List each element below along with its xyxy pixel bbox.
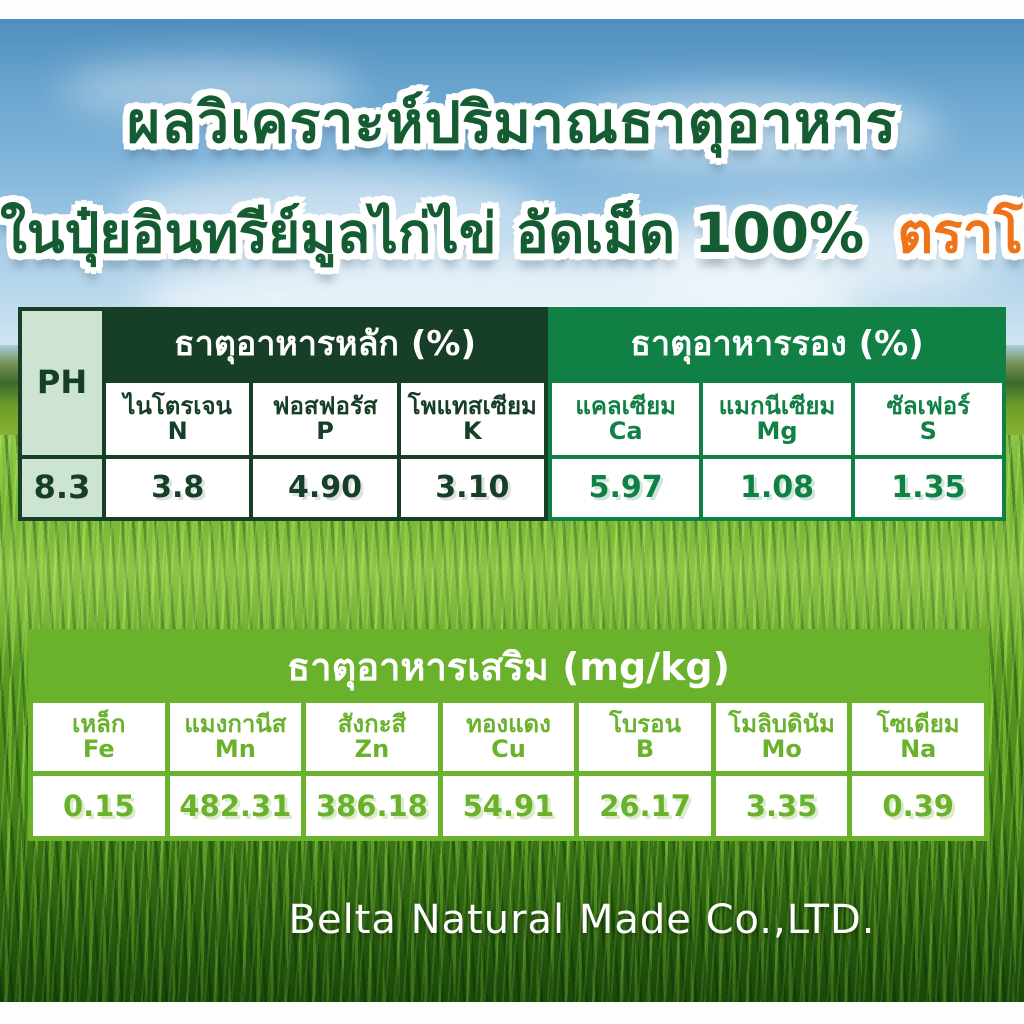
potassium-value-cell: 3.10 — [400, 459, 544, 517]
phosphorus-value-cell: 4.90 — [253, 459, 397, 517]
boron-value-cell: 26.17 — [579, 776, 711, 836]
column-header-phosphorus: ฟอสฟอรัส P — [253, 383, 397, 455]
grass-shade — [0, 820, 1024, 1002]
primary-nutrients-header: ธาตุอาหารหลัก (%) — [173, 324, 476, 365]
manganese-value-cell: 482.31 — [169, 776, 302, 836]
company-name: Belta Natural Made Co.,LTD. — [288, 897, 876, 943]
trace-nutrients-table: ธาตุอาหารเสริม (mg/kg) เหล็ก Fe แมงกานีส… — [28, 629, 989, 841]
ph-header-cell: PH — [22, 311, 102, 455]
cloud — [60, 59, 360, 119]
poster-title: ผลวิเคราะห์ปริมาณธาตุอาหาร — [126, 90, 898, 156]
secondary-nutrients-section: ธาตุอาหารรอง (%) แคลเซียม Ca แมกนีเซียม … — [548, 307, 1006, 521]
sulfur-value-cell: 1.35 — [854, 459, 1002, 517]
magnesium-value-cell: 1.08 — [703, 459, 851, 517]
column-header-copper: ทองแดง Cu — [442, 703, 575, 771]
column-header-potassium: โพแทสเซียม K — [400, 383, 544, 455]
molybdenum-value-cell: 3.35 — [715, 776, 848, 836]
column-header-sodium: โซเดียม Na — [852, 703, 984, 771]
column-header-sulfur: ซัลเฟอร์ S — [854, 383, 1002, 455]
column-header-zinc: สังกะสี Zn — [306, 703, 438, 771]
column-header-boron: โบรอน B — [579, 703, 711, 771]
sky-background — [0, 19, 1024, 345]
column-header-iron: เหล็ก Fe — [33, 703, 165, 771]
nitrogen-value-cell: 3.8 — [106, 459, 250, 517]
subtitle-text: ในปุ๋ยอินทรีย์มูลไก่ไข่ อัดเม็ด 100% — [0, 201, 865, 265]
sodium-value-cell: 0.39 — [852, 776, 984, 836]
cloud — [560, 89, 940, 169]
poster-subtitle: ในปุ๋ยอินทรีย์มูลไก่ไข่ อัดเม็ด 100% ตรา… — [0, 190, 1024, 277]
copper-value-cell: 54.91 — [442, 776, 575, 836]
secondary-nutrients-header: ธาตุอาหารรอง (%) — [630, 324, 924, 365]
trace-nutrients-header: ธาตุอาหารเสริม (mg/kg) — [287, 644, 730, 689]
column-header-nitrogen: ไนโตรเจน N — [106, 383, 250, 455]
top-white-strip — [0, 0, 1024, 19]
primary-nutrients-section: PH ธาตุอาหารหลัก (%) ไนโตรเจน N ฟอสฟอรัส… — [18, 307, 548, 521]
column-header-calcium: แคลเซียม Ca — [552, 383, 700, 455]
zinc-value-cell: 386.18 — [306, 776, 438, 836]
iron-value-cell: 0.15 — [33, 776, 165, 836]
column-header-molybdenum: โมลิบดินัม Mo — [715, 703, 848, 771]
column-header-manganese: แมงกานีส Mn — [169, 703, 302, 771]
column-header-magnesium: แมกนีเซียม Mg — [703, 383, 851, 455]
cloud — [120, 169, 540, 259]
calcium-value-cell: 5.97 — [552, 459, 700, 517]
ph-value-cell: 8.3 — [22, 459, 102, 517]
nutrient-table-main: PH ธาตุอาหารหลัก (%) ไนโตรเจน N ฟอสฟอรัส… — [18, 307, 1006, 521]
bottom-white-strip — [0, 1002, 1024, 1024]
brand-name: ตราโทริ — [897, 201, 1024, 265]
